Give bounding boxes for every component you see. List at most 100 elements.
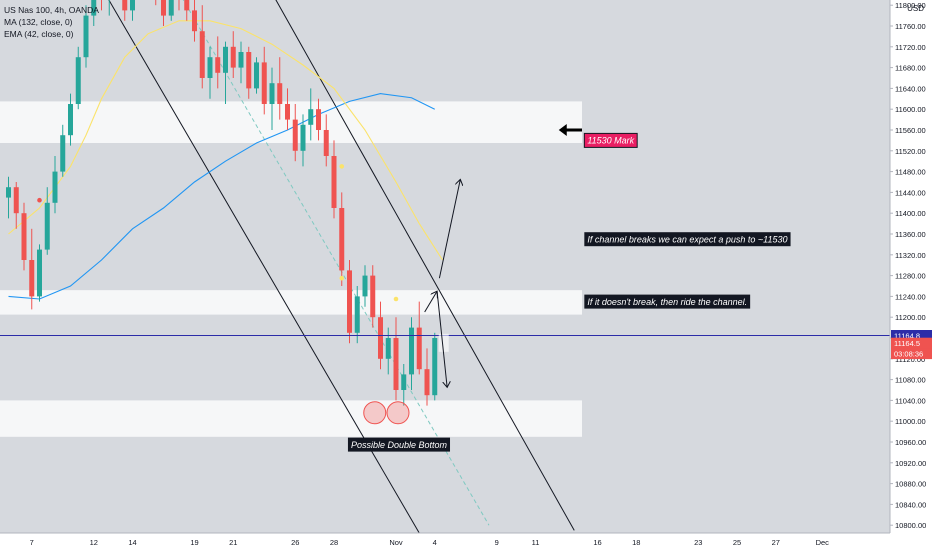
- ma-132-line: [8, 93, 435, 300]
- x-tick-label: 26: [291, 538, 299, 547]
- candle-body: [401, 374, 407, 390]
- y-tick-label: 10800.00: [895, 521, 926, 530]
- candle-body: [300, 124, 306, 151]
- candle-body: [323, 130, 329, 156]
- candle-body: [385, 338, 391, 359]
- ma-indicator-label[interactable]: MA (132, close, 0): [4, 17, 73, 27]
- price-badge: 11164.8: [894, 332, 920, 341]
- candle-body: [238, 52, 244, 68]
- candle-body: [130, 0, 135, 11]
- x-tick-label: 21: [229, 538, 237, 547]
- price-badge-bg: [891, 330, 932, 342]
- candle-body: [60, 135, 66, 172]
- y-tick-label: 11720.00: [895, 43, 926, 52]
- x-tick-label: Dec: [816, 538, 830, 547]
- y-tick-label: 10880.00: [895, 480, 926, 489]
- y-tick-label: 11440.00: [895, 188, 926, 197]
- annotation-text: 11530 Mark: [587, 136, 634, 146]
- y-tick-label: 11520.00: [895, 147, 926, 156]
- x-tick-label: 18: [632, 538, 640, 547]
- candle-body: [277, 83, 283, 104]
- event-dot: [37, 197, 42, 203]
- currency-label: USD: [907, 4, 924, 13]
- projection-arrow: [438, 179, 460, 279]
- symbol-title[interactable]: US Nas 100, 4h, OANDA: [4, 5, 99, 15]
- x-tick-label: 9: [495, 538, 499, 547]
- candle-body: [292, 119, 298, 151]
- candle-body: [122, 0, 128, 11]
- candle-body: [393, 338, 399, 390]
- x-tick-label: 19: [190, 538, 198, 547]
- x-tick-label: 25: [733, 538, 741, 547]
- candle-body: [416, 327, 422, 370]
- y-tick-label: 11000.00: [895, 417, 926, 426]
- candle-body: [432, 338, 438, 396]
- price-badge-bg: [891, 348, 932, 360]
- candle-body: [168, 0, 174, 16]
- plot-layer: 11530 Mark If channel breaks we can expec…: [0, 0, 890, 533]
- candle-body: [75, 57, 81, 104]
- annotation-bg: [584, 232, 791, 247]
- candle-body: [378, 317, 383, 359]
- x-tick-label: 27: [772, 538, 780, 547]
- x-tick-label: 23: [694, 538, 702, 547]
- zone-support: [0, 400, 582, 437]
- pointer-arrow-head: [558, 124, 567, 136]
- channel-upper-line: [275, 0, 575, 531]
- candle-body: [29, 260, 35, 297]
- candle-body: [207, 57, 213, 78]
- candle-body: [424, 369, 430, 396]
- candle-body: [285, 104, 290, 120]
- y-tick-label: 11400.00: [895, 209, 926, 218]
- candle-body: [215, 57, 221, 73]
- candle-body: [347, 270, 352, 333]
- x-tick-label: 4: [433, 538, 437, 547]
- plot-area: [0, 0, 890, 533]
- annotation-text: Possible Double Bottom: [351, 440, 448, 450]
- candle-body: [261, 62, 267, 104]
- annotation-label: If channel breaks we can expect a push t…: [584, 232, 791, 247]
- candle-body: [13, 187, 19, 214]
- y-tick-label: 10840.00: [895, 500, 926, 509]
- x-tick-label: 16: [593, 538, 601, 547]
- ema-indicator-label[interactable]: EMA (42, close, 0): [4, 29, 74, 39]
- candle-body: [6, 187, 11, 198]
- y-tick-label: 11080.00: [895, 376, 926, 385]
- ema-42-line: [8, 20, 443, 261]
- event-dot: [339, 164, 345, 169]
- zone-upper-resistance: [0, 101, 582, 143]
- double-bottom-circle: [363, 401, 387, 425]
- double-bottom-circle: [386, 401, 410, 425]
- x-tick-label: 12: [90, 538, 98, 547]
- projection-arrow: [424, 291, 437, 313]
- candle-body: [354, 296, 360, 333]
- x-tick-label: 11: [532, 538, 540, 547]
- candle-body: [316, 109, 321, 130]
- price-badge: 03:08:36: [894, 350, 923, 359]
- annotation-text: If it doesn't break, then ride the chann…: [587, 297, 747, 307]
- candle-body: [161, 0, 166, 16]
- candle-body: [184, 0, 190, 11]
- candle-body: [91, 0, 97, 16]
- candle-body: [199, 31, 205, 78]
- x-tick-label: Nov: [389, 538, 403, 547]
- y-tick-label: 11320.00: [895, 251, 926, 260]
- candle-body: [83, 15, 89, 58]
- candle-body: [308, 109, 314, 125]
- y-tick-label: 11280.00: [895, 272, 926, 281]
- candle-body: [52, 171, 58, 203]
- y-tick-label: 11680.00: [895, 64, 926, 73]
- candle-body: [223, 46, 228, 73]
- annotation-bg: [583, 132, 638, 148]
- y-tick-label: 11800.00: [895, 1, 926, 10]
- x-tick-label: 7: [30, 538, 34, 547]
- x-tick-label: 14: [128, 538, 136, 547]
- current-bar-highlight: [438, 333, 449, 352]
- annotation-text: If channel breaks we can expect a push t…: [587, 235, 787, 245]
- price-badge: 11164.5: [894, 339, 920, 348]
- y-tick-label: 11360.00: [895, 230, 926, 239]
- candle-body: [362, 275, 368, 297]
- y-tick-label: 11120.00: [895, 355, 925, 364]
